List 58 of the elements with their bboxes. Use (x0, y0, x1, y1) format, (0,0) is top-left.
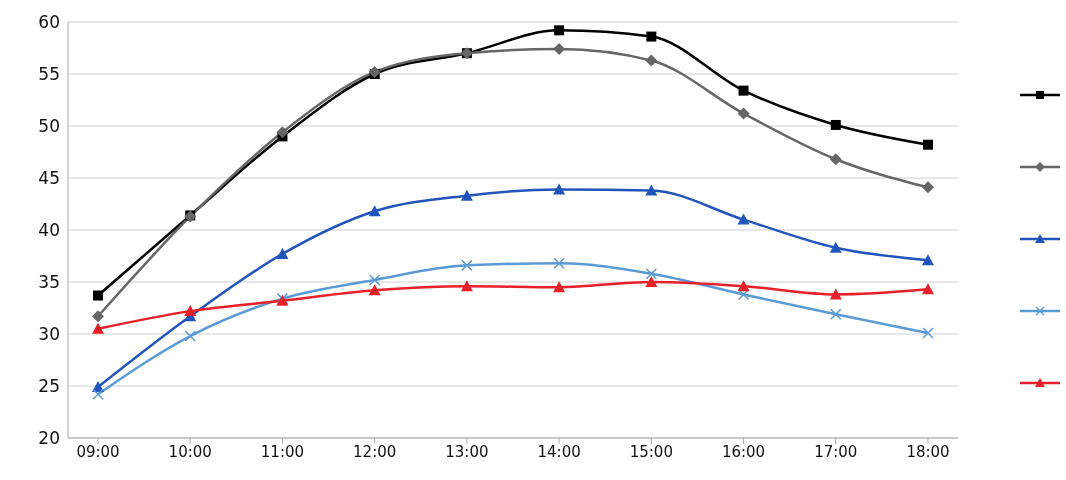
y-tick-label: 25 (38, 376, 60, 397)
point (93, 290, 103, 301)
x-tick-label: 12:00 (353, 442, 397, 461)
point (645, 276, 658, 287)
point (645, 184, 658, 196)
y-tick-label: 55 (38, 64, 60, 85)
point (646, 31, 657, 42)
y-tick-label: 45 (38, 168, 60, 189)
point (645, 267, 658, 280)
point (460, 189, 473, 201)
x-tick-label: 17:00 (814, 442, 858, 461)
point (184, 305, 197, 317)
x-tick-label: 09:00 (76, 442, 120, 461)
point (829, 153, 842, 166)
point (460, 280, 473, 292)
point (92, 310, 104, 323)
point (368, 274, 381, 286)
point (554, 25, 565, 36)
point (737, 280, 750, 292)
point (737, 213, 750, 225)
point (922, 283, 934, 295)
point (461, 259, 473, 272)
point (368, 65, 381, 78)
point (830, 308, 842, 320)
point (830, 119, 841, 130)
x-tick-label: 11:00 (260, 442, 305, 461)
x-tick-label: 13:00 (445, 442, 489, 461)
point (553, 257, 565, 270)
point (368, 284, 381, 296)
x-tick-label: 18:00 (906, 442, 950, 461)
point (645, 54, 658, 67)
point (553, 281, 566, 293)
x-tick-label: 14:00 (537, 442, 581, 461)
y-tick-label: 35 (38, 272, 60, 293)
point (829, 241, 842, 253)
point (922, 181, 934, 194)
x-tick-label: 15:00 (629, 442, 673, 461)
y-tick-label: 60 (38, 12, 60, 33)
point (738, 85, 749, 96)
y-tick-label: 50 (38, 116, 60, 137)
point (276, 126, 289, 139)
point (923, 139, 933, 150)
point (922, 254, 934, 266)
point (922, 327, 934, 339)
point (92, 322, 104, 334)
point (737, 288, 750, 301)
point (829, 288, 842, 300)
point (368, 205, 381, 217)
point (184, 330, 196, 342)
point (276, 247, 289, 259)
x-tick-label: 16:00 (721, 442, 766, 461)
x-tick-label: 10:00 (168, 442, 212, 461)
point (553, 183, 566, 195)
point (92, 388, 104, 401)
y-tick-label: 40 (38, 220, 60, 241)
point (737, 107, 750, 120)
y-tick-label: 30 (38, 324, 60, 345)
y-tick-label: 20 (38, 428, 60, 449)
